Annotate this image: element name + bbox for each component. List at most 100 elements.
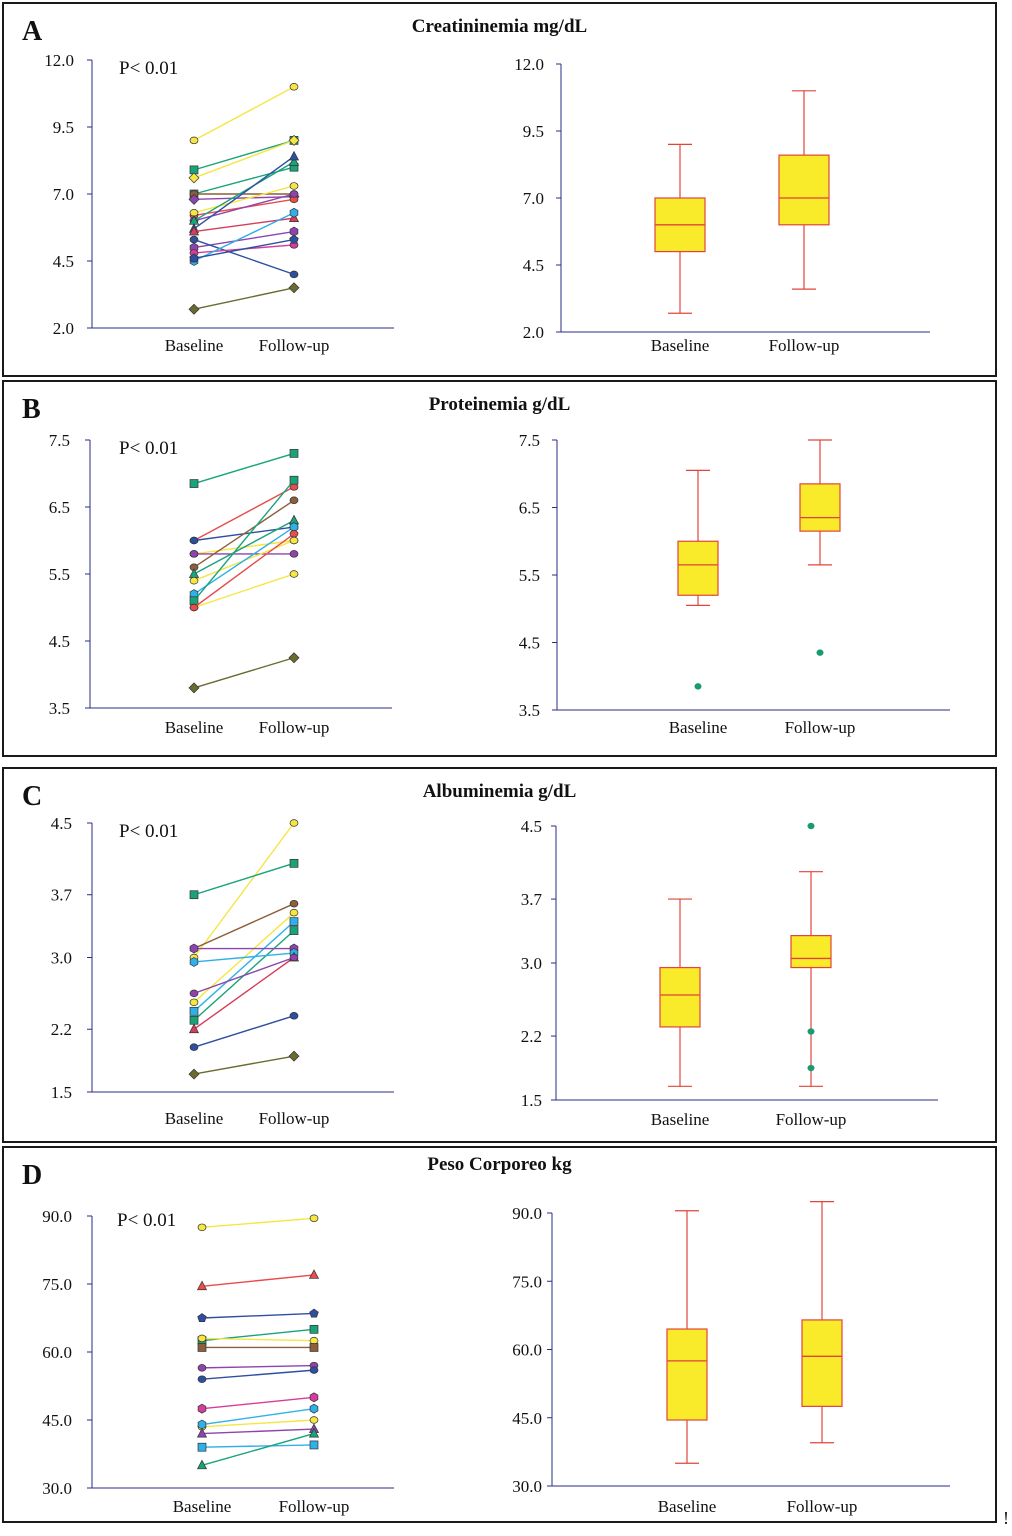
y-tick-label: 5.5 xyxy=(49,565,70,584)
x-tick-label: Follow-up xyxy=(259,336,330,355)
series-marker-square xyxy=(309,1343,319,1352)
series-marker-square xyxy=(197,1343,207,1352)
series-line xyxy=(193,452,295,485)
series-line xyxy=(201,1369,315,1380)
y-tick-label: 7.5 xyxy=(49,431,70,450)
y-tick-label: 3.0 xyxy=(51,949,72,968)
y-tick-label: 4.5 xyxy=(521,817,542,836)
series-marker-circle xyxy=(289,908,299,917)
series-line xyxy=(201,1407,315,1426)
x-tick-label: Follow-up xyxy=(787,1497,858,1516)
series-marker-circle xyxy=(197,1334,207,1343)
series-line xyxy=(193,519,295,575)
series-line xyxy=(193,1055,295,1075)
series-marker-circle xyxy=(189,235,199,244)
y-tick-label: 7.0 xyxy=(523,189,544,208)
box-iqr xyxy=(666,1328,708,1421)
series-line xyxy=(193,86,295,142)
series-line xyxy=(193,499,295,568)
y-tick-label: 45.0 xyxy=(512,1409,542,1428)
series-marker-square xyxy=(189,1006,199,1016)
series-marker-diamond xyxy=(188,682,200,694)
y-tick-label: 45.0 xyxy=(42,1411,72,1430)
y-tick-label: 1.5 xyxy=(51,1083,72,1102)
series-marker-circle xyxy=(289,270,299,279)
series-marker-circle xyxy=(289,550,299,558)
x-tick-label: Follow-up xyxy=(259,718,330,737)
y-tick-label: 6.5 xyxy=(49,498,70,517)
series-marker-square xyxy=(309,1440,319,1450)
x-tick-label: Follow-up xyxy=(259,1109,330,1128)
series-marker-triangle xyxy=(196,1459,208,1470)
series-marker-hexagon xyxy=(309,1392,319,1403)
series-marker-circle xyxy=(289,1012,299,1020)
series-marker-hexagon xyxy=(289,207,299,218)
series-marker-circle xyxy=(289,496,299,505)
series-marker-hexagon xyxy=(309,1403,319,1414)
y-tick-label: 6.5 xyxy=(519,499,540,518)
series-line xyxy=(201,1396,315,1410)
outlier-point xyxy=(807,1064,815,1072)
series-line xyxy=(193,952,295,963)
panel-title: Proteinemia g/dL xyxy=(428,394,571,415)
series-marker-circle xyxy=(189,989,199,998)
series-marker-diamond xyxy=(288,652,300,664)
series-marker-diamond xyxy=(288,134,300,146)
series-line xyxy=(193,287,295,310)
y-tick-label: 3.7 xyxy=(51,886,73,905)
y-tick-label: 2.2 xyxy=(521,1027,542,1046)
box-iqr xyxy=(799,483,841,532)
panel-letter: A xyxy=(22,16,43,47)
series-line xyxy=(193,155,295,230)
y-tick-label: 3.7 xyxy=(521,890,543,909)
y-tick-label: 3.0 xyxy=(521,954,542,973)
y-tick-label: 4.5 xyxy=(51,814,72,833)
x-tick-label: Baseline xyxy=(173,1497,232,1516)
series-marker-hexagon xyxy=(189,957,199,967)
y-tick-label: 9.5 xyxy=(53,118,74,137)
y-tick-label: 7.5 xyxy=(519,431,540,450)
series-marker-square xyxy=(289,926,299,935)
series-line xyxy=(193,903,295,950)
series-marker-triangle xyxy=(288,150,300,161)
p-value: P< 0.01 xyxy=(119,58,179,79)
series-line xyxy=(201,1428,315,1435)
outlier-point xyxy=(807,1028,815,1035)
series-line xyxy=(193,657,295,689)
series-line xyxy=(201,1444,315,1448)
series-line xyxy=(193,486,295,542)
series-line xyxy=(193,573,295,609)
series-marker-square xyxy=(289,917,299,926)
series-marker-triangle xyxy=(196,1280,208,1291)
series-line xyxy=(193,533,295,609)
y-tick-label: 3.5 xyxy=(519,701,540,720)
p-value: P< 0.01 xyxy=(119,821,179,842)
series-line xyxy=(201,1217,315,1229)
series-marker-diamond xyxy=(288,282,300,294)
y-tick-label: 2.0 xyxy=(523,323,544,342)
series-marker-square xyxy=(189,479,199,488)
series-marker-circle xyxy=(289,190,299,198)
series-marker-diamond xyxy=(188,303,200,315)
box-iqr xyxy=(790,935,832,969)
series-marker-circle xyxy=(289,182,299,190)
series-marker-square xyxy=(309,1324,319,1334)
series-line xyxy=(201,1432,315,1467)
x-tick-label: Follow-up xyxy=(769,336,840,355)
panel-letter: D xyxy=(22,1160,43,1191)
series-marker-circle xyxy=(197,1375,207,1383)
outlier-point xyxy=(816,649,824,656)
y-tick-label: 75.0 xyxy=(42,1275,72,1294)
series-line xyxy=(201,1364,315,1369)
series-marker-square xyxy=(197,1442,207,1452)
x-tick-label: Follow-up xyxy=(279,1497,350,1516)
series-marker-diamond xyxy=(188,172,200,184)
series-marker-triangle xyxy=(288,156,300,166)
y-tick-label: 30.0 xyxy=(42,1479,72,1498)
series-marker-pentagon xyxy=(189,253,199,263)
series-line xyxy=(201,1419,315,1428)
series-line xyxy=(193,956,295,995)
y-tick-label: 60.0 xyxy=(512,1341,542,1360)
series-marker-circle xyxy=(197,1364,207,1372)
series-line xyxy=(193,161,295,222)
